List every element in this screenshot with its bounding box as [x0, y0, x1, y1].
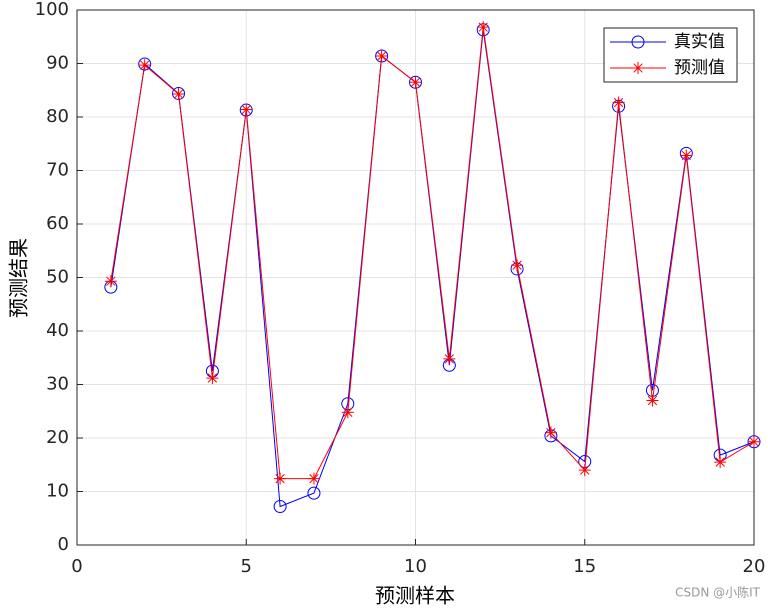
- legend-label: 真实值: [674, 32, 725, 52]
- plot-frame: [76, 9, 755, 546]
- y-tick-label: 90: [46, 53, 69, 74]
- marker: [646, 394, 659, 407]
- marker: [632, 62, 644, 74]
- y-tick-label: 20: [46, 427, 69, 448]
- marker: [511, 259, 524, 272]
- y-tick-label: 70: [46, 160, 69, 181]
- x-tick-label: 15: [573, 556, 596, 577]
- marker: [172, 87, 185, 100]
- y-tick-label: 50: [46, 267, 69, 288]
- y-tick-label: 30: [46, 374, 69, 395]
- x-tick-label: 20: [743, 556, 766, 577]
- marker: [748, 435, 760, 448]
- legend-label: 预测值: [674, 58, 725, 78]
- y-tick-label: 40: [46, 320, 69, 341]
- x-tick-label: 5: [241, 556, 252, 577]
- marker: [273, 499, 287, 513]
- marker: [274, 472, 287, 485]
- marker: [341, 406, 354, 419]
- y-tick-label: 80: [46, 106, 69, 127]
- marker: [714, 456, 727, 469]
- marker: [578, 464, 591, 477]
- marker: [409, 76, 422, 89]
- watermark: CSDN @小陈IT: [675, 585, 761, 600]
- marker: [680, 149, 693, 162]
- marker: [612, 96, 625, 109]
- x-tick-label: 0: [71, 556, 82, 577]
- x-axis-label: 预测样本: [375, 584, 455, 608]
- y-axis-label: 预测结果: [7, 238, 31, 318]
- marker: [443, 352, 456, 365]
- marker: [240, 103, 253, 116]
- marker: [544, 426, 557, 439]
- y-tick-label: 0: [58, 534, 69, 555]
- marker: [138, 59, 151, 72]
- x-tick-label: 10: [404, 556, 427, 577]
- marker: [104, 275, 117, 288]
- marker: [375, 50, 388, 63]
- marker: [307, 472, 320, 485]
- marker: [206, 372, 219, 385]
- marker: [631, 35, 645, 49]
- y-tick-label: 10: [46, 481, 69, 502]
- marker: [477, 21, 490, 34]
- legend-box: [603, 27, 738, 83]
- y-tick-label: 100: [35, 0, 69, 20]
- series-line: [110, 27, 755, 480]
- y-tick-label: 60: [46, 213, 69, 234]
- marker: [307, 486, 321, 500]
